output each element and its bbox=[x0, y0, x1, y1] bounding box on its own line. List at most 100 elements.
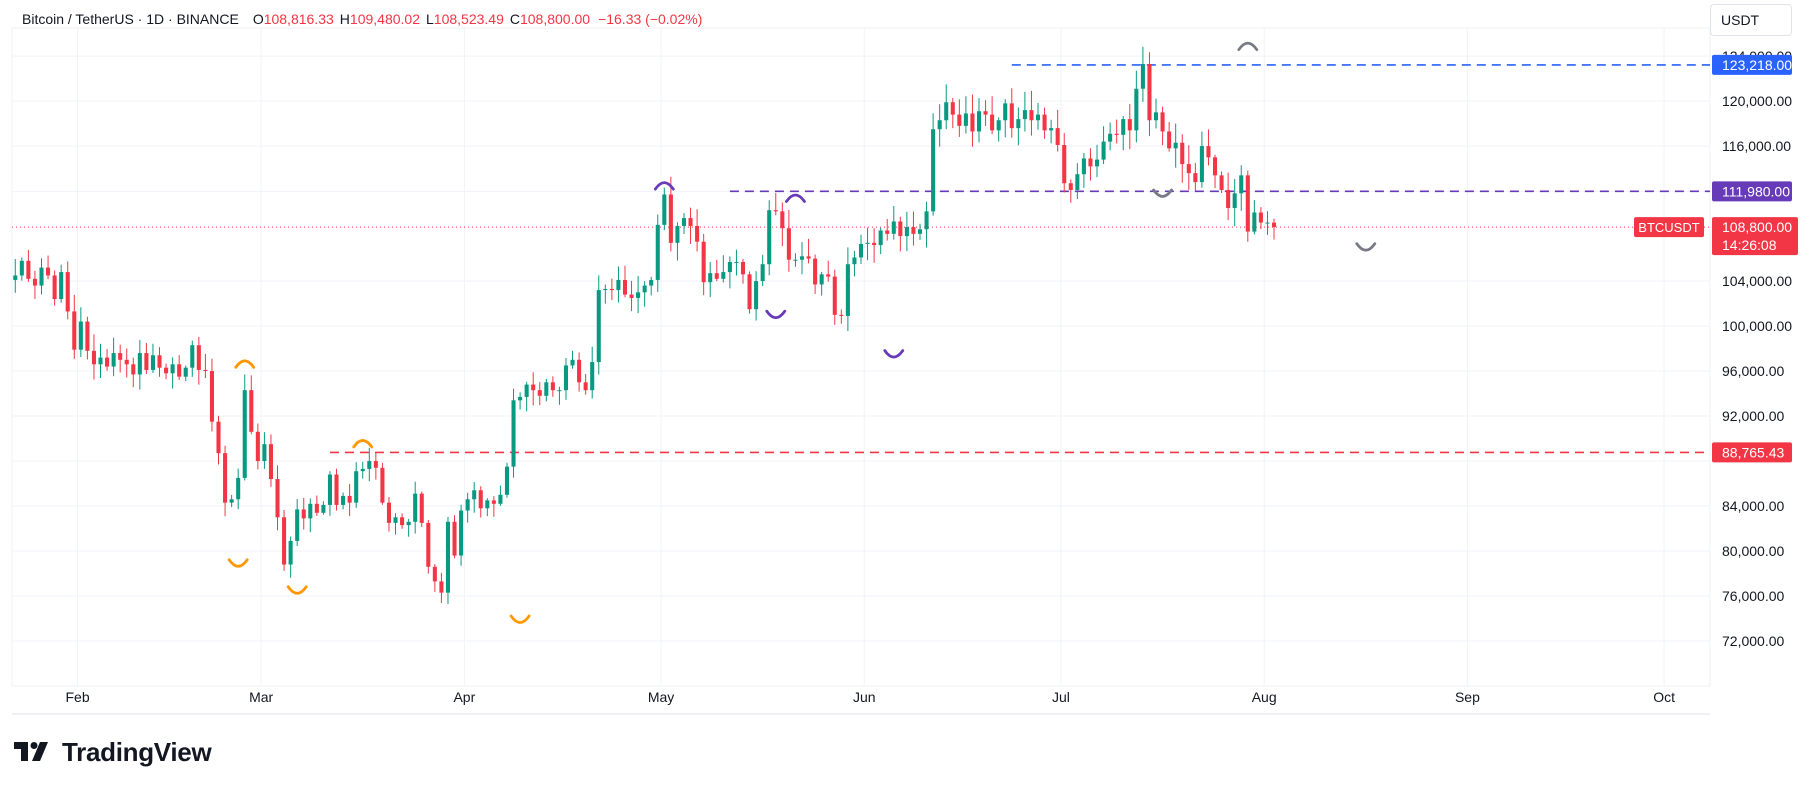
time-axis[interactable]: Feb Mar Apr May Jun Jul Aug Sep Oct bbox=[65, 689, 1675, 705]
candle-body bbox=[1108, 133, 1113, 142]
price-level-label: 88,765.43 bbox=[1722, 444, 1784, 460]
currency-selector[interactable]: USDT bbox=[1710, 4, 1792, 36]
candle-body bbox=[609, 288, 614, 291]
low-label: L bbox=[425, 11, 434, 27]
candle-body bbox=[1088, 158, 1093, 167]
tradingview-logo-icon bbox=[14, 742, 48, 761]
candle-body bbox=[131, 364, 136, 375]
open-label: O bbox=[252, 11, 264, 27]
candle-body bbox=[563, 365, 569, 391]
candle-body bbox=[419, 493, 424, 523]
time-tick-label: Feb bbox=[65, 689, 89, 705]
candle-body bbox=[1226, 189, 1231, 208]
candle-body bbox=[1219, 175, 1224, 190]
candle-body bbox=[203, 369, 208, 372]
candle-body bbox=[675, 225, 680, 243]
candle-body bbox=[865, 242, 870, 244]
price-tick-label: 72,000.00 bbox=[1722, 633, 1784, 649]
candle-body bbox=[1042, 114, 1047, 131]
candle-body bbox=[301, 509, 306, 519]
swing-marker bbox=[1237, 41, 1259, 52]
candle-body bbox=[1193, 173, 1198, 183]
high-label: H bbox=[339, 11, 350, 27]
candle-body bbox=[557, 390, 562, 392]
candle-body bbox=[714, 273, 719, 279]
candle-body bbox=[308, 503, 313, 519]
candle-body bbox=[1127, 119, 1132, 131]
candle-body bbox=[596, 290, 601, 363]
price-tick-label: 80,000.00 bbox=[1722, 543, 1784, 559]
candle-body bbox=[1265, 222, 1270, 224]
candle-body bbox=[1173, 142, 1178, 149]
time-tick-label: Apr bbox=[453, 689, 475, 705]
candle-body bbox=[321, 504, 326, 513]
swing-marker bbox=[352, 439, 374, 449]
price-levels bbox=[12, 64, 1710, 454]
candle-body bbox=[282, 517, 287, 565]
tradingview-logo[interactable]: TradingView bbox=[14, 736, 212, 768]
candle-body bbox=[1186, 164, 1191, 174]
candle-body bbox=[1206, 146, 1211, 158]
candle-body bbox=[662, 194, 667, 225]
low-value: 108,523.49 bbox=[433, 11, 504, 27]
candle-body bbox=[255, 431, 260, 462]
candle-body bbox=[668, 194, 673, 243]
symbol-tag bbox=[1634, 217, 1704, 238]
price-axis[interactable]: 124,000.00120,000.00116,000.00104,000.00… bbox=[1722, 48, 1792, 649]
candle-body bbox=[1199, 146, 1204, 183]
candle-body bbox=[472, 490, 477, 500]
candle-body bbox=[209, 371, 214, 422]
price-level-tag bbox=[1712, 181, 1792, 202]
candle-body bbox=[367, 461, 372, 469]
candle-body bbox=[32, 278, 37, 286]
candle-body bbox=[1134, 88, 1139, 131]
swing-marker bbox=[883, 349, 905, 359]
candle-body bbox=[380, 467, 385, 503]
candle-body bbox=[465, 499, 470, 511]
candle-body bbox=[885, 230, 890, 234]
candle-body bbox=[1101, 141, 1106, 160]
candle-body bbox=[334, 474, 339, 505]
candle-body bbox=[577, 359, 582, 383]
swing-marker bbox=[1152, 188, 1173, 198]
candle-body bbox=[1003, 103, 1008, 121]
candle-body bbox=[806, 256, 811, 259]
candle-body bbox=[413, 493, 418, 522]
candle-body bbox=[786, 228, 791, 260]
candle-body bbox=[26, 260, 31, 279]
candle-body bbox=[760, 264, 765, 282]
candle-body bbox=[445, 521, 451, 593]
candle-body bbox=[59, 272, 64, 300]
candle-body bbox=[701, 241, 706, 283]
time-tick-label: Mar bbox=[249, 689, 273, 705]
last-price-label: 108,800.00 bbox=[1722, 219, 1792, 235]
candle-body bbox=[1212, 157, 1218, 176]
candle-body bbox=[754, 281, 759, 310]
symbol-title[interactable]: Bitcoin / TetherUS · 1D · BINANCE bbox=[22, 11, 239, 27]
candle-body bbox=[1180, 142, 1185, 165]
candle-body bbox=[524, 384, 529, 397]
candle-body bbox=[695, 225, 700, 242]
candle-body bbox=[98, 357, 103, 365]
candle-body bbox=[1258, 212, 1263, 223]
candle-body bbox=[1160, 112, 1165, 132]
candle-body bbox=[13, 275, 18, 280]
candle-body bbox=[544, 382, 549, 396]
candle-body bbox=[616, 279, 621, 291]
candle-body bbox=[459, 510, 464, 556]
candle-body bbox=[734, 261, 739, 263]
candle-body bbox=[78, 321, 83, 350]
change-value: −16.33 (−0.02%) bbox=[598, 11, 703, 27]
swing-marker bbox=[234, 359, 256, 369]
candle-body bbox=[373, 461, 378, 468]
chart-grid bbox=[11, 27, 1711, 715]
time-tick-label: Jun bbox=[853, 689, 876, 705]
candle-body bbox=[688, 218, 693, 226]
candle-body bbox=[708, 273, 713, 283]
candle-body bbox=[1252, 212, 1257, 232]
candle-body bbox=[983, 111, 988, 115]
candle-body bbox=[891, 221, 896, 234]
candle-body bbox=[360, 468, 365, 472]
time-tick-label: Sep bbox=[1455, 689, 1480, 705]
